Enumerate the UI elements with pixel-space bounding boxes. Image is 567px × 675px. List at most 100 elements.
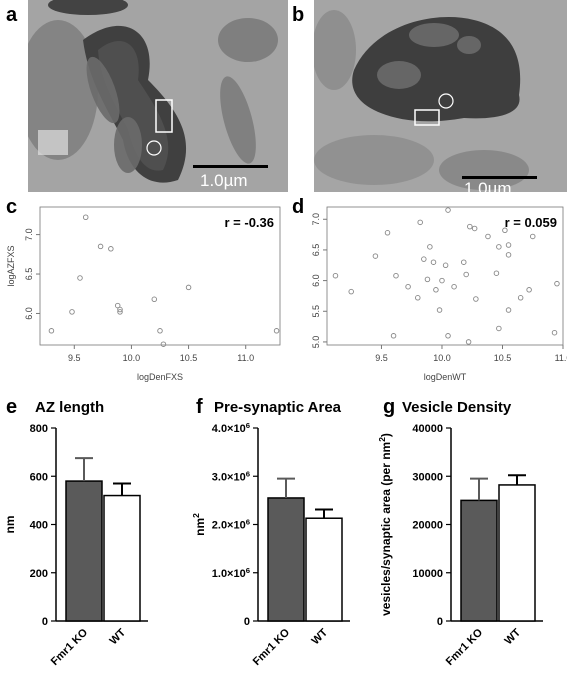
scatter-point-c: [273, 328, 280, 334]
panel-letter-f: f: [196, 396, 203, 418]
scatter-point-d: [505, 252, 512, 258]
y-tick-label-d: 5.0: [311, 336, 321, 349]
scatter-point-d: [496, 325, 502, 332]
scatter-point-d: [554, 280, 560, 287]
scalebar-b-label: 1.0µm: [464, 179, 512, 192]
x-tick-label-d: 10.0: [433, 353, 451, 363]
category-label-f-0: Fmr1 KO: [251, 626, 293, 668]
scalebar-a-label: 1.0µm: [200, 171, 248, 190]
bar-f-1: [305, 517, 343, 622]
y-tick-label-e: 0: [42, 616, 48, 628]
scatter-chart-d: 9.5 10.0 10.5 11.0 5.0 5.5 6.0 6.5 7.0 r = 0.059 l…: [311, 206, 567, 382]
x-tick-label-c: 10.0: [123, 353, 141, 363]
y-tick-label-c: 6.0: [24, 307, 34, 320]
scatter-point-d: [390, 333, 397, 339]
scatter-point-d: [436, 307, 443, 313]
panel-letter-g: g: [383, 396, 396, 418]
scatter-point-d: [471, 225, 478, 232]
bar-g-0: [460, 499, 498, 622]
scatter-point-c: [48, 328, 55, 334]
scatter-point-d: [505, 242, 512, 248]
bar-g-1: [498, 484, 536, 622]
scatter-point-d: [405, 283, 411, 290]
scatter-point-c: [77, 275, 83, 281]
y-tick-label-c: 6.5: [24, 268, 34, 281]
x-tick-label-d: 10.5: [494, 353, 512, 363]
scatter-point-d: [465, 339, 472, 345]
chart-title-g: Vesicle Density: [402, 399, 512, 416]
plot-frame-d: [326, 206, 564, 346]
scatter-point-d: [445, 333, 451, 339]
chart-title-f: Pre-synaptic Area: [214, 399, 342, 416]
scatter-point-d: [433, 287, 439, 293]
correlation-label-d: r = 0.059: [505, 215, 557, 230]
category-label-e-1: WT: [108, 626, 129, 647]
y-tick-label-e: 200: [30, 568, 48, 580]
scatter-point-c: [151, 296, 158, 303]
scatter-point-c: [185, 284, 192, 291]
scatter-point-c: [117, 309, 123, 315]
scatter-point-d: [417, 219, 423, 226]
micrograph-b: 1.0µm: [314, 0, 567, 192]
y-tick-label-c: 7.0: [24, 228, 34, 241]
scatter-point-d: [348, 288, 354, 295]
x-tick-label-d: 9.5: [375, 353, 388, 363]
scatter-point-d: [439, 277, 445, 284]
scatter-point-c: [114, 302, 121, 309]
bar-chart-e: AZ length 0 200 400 600 800 Fmr1 KO WT nm: [3, 399, 148, 668]
scatter-point-d: [430, 259, 437, 265]
scatter-point-d: [445, 207, 451, 213]
panel-letter-e: e: [6, 396, 18, 418]
y-tick-label-f: 1.0×106: [212, 565, 250, 580]
y-tick-label-d: 5.5: [311, 305, 321, 318]
x-axis-label-d: logDenWT: [424, 372, 467, 382]
y-tick-label-d: 6.0: [311, 274, 321, 287]
scatter-point-d: [463, 271, 469, 278]
scatter-point-d: [467, 223, 473, 230]
scatter-point-d: [473, 296, 479, 302]
micrograph-b-image: [314, 0, 567, 192]
scatter-point-c: [97, 243, 104, 250]
scatter-point-c: [117, 306, 123, 313]
scalebar-a: [193, 165, 268, 168]
y-tick-label-f: 2.0×106: [212, 517, 250, 532]
panel-letter-a: a: [6, 4, 18, 26]
y-tick-label-d: 7.0: [311, 213, 321, 226]
bar-chart-g: Vesicle Density 0 10000 20000 30000 40000 Fmr1…: [378, 399, 543, 668]
chart-title-e: AZ length: [35, 399, 104, 416]
scatter-point-d: [393, 272, 399, 279]
bar-f-0: [267, 497, 305, 622]
panel-letter-b: b: [292, 4, 305, 26]
x-tick-label-d: 11.0: [555, 353, 567, 363]
scatter-point-d: [496, 244, 502, 250]
scatter-point-d: [485, 233, 491, 240]
y-tick-label-e: 800: [30, 423, 48, 435]
scatter-point-d: [461, 259, 467, 265]
scatter-point-c: [157, 328, 163, 334]
scatter-point-d: [427, 244, 433, 250]
micrograph-a-image: [28, 0, 288, 192]
x-tick-label-c: 11.0: [237, 353, 254, 363]
scatter-point-d: [424, 276, 431, 283]
y-axis-label-f: nm2: [191, 513, 207, 536]
scatter-point-d: [372, 253, 379, 259]
category-label-e-0: Fmr1 KO: [49, 626, 91, 668]
y-axis-label-e: nm: [3, 516, 17, 534]
micrograph-a: 1.0µm: [28, 0, 288, 192]
scatter-point-c: [108, 246, 114, 252]
y-tick-label-d: 6.5: [311, 244, 321, 257]
scatter-point-d: [332, 272, 339, 279]
bar-e-1: [103, 494, 141, 622]
scatter-point-d: [442, 262, 449, 269]
bar-e-0: [65, 480, 103, 622]
scatter-point-c: [82, 214, 89, 221]
scatter-point-d: [526, 287, 532, 293]
bar-chart-f: Pre-synaptic Area 0 1.0×106 2.0×106 3.0×106 4…: [191, 399, 350, 668]
correlation-label-c: r = -0.36: [224, 215, 274, 230]
scatter-point-c: [69, 309, 75, 315]
y-tick-label-g: 20000: [412, 520, 443, 532]
scatter-point-d: [451, 283, 457, 290]
y-tick-label-g: 0: [437, 616, 443, 628]
scatter-point-d: [529, 233, 536, 240]
category-label-f-1: WT: [310, 626, 331, 647]
